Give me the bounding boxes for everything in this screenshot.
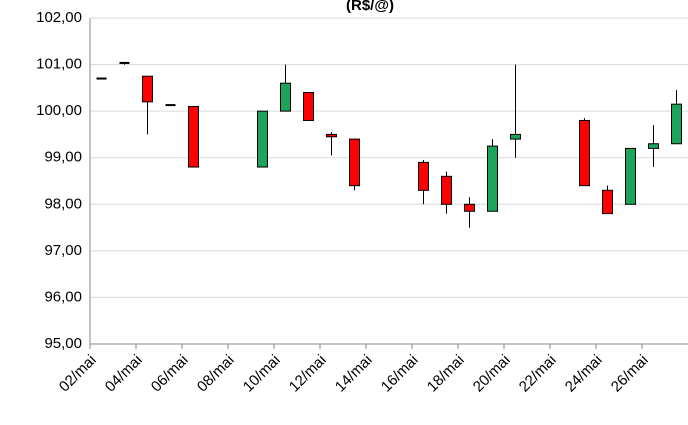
x-tick-label: 20/mai xyxy=(470,352,514,396)
x-tick-label: 08/mai xyxy=(194,352,238,396)
candle-body xyxy=(579,119,590,187)
x-tick-label: 14/mai xyxy=(332,352,376,396)
candle-body xyxy=(257,110,268,168)
candle-body xyxy=(326,133,337,138)
x-tick-label: 16/mai xyxy=(378,352,422,396)
y-tick-label: 100,00 xyxy=(36,102,82,119)
y-tick-label: 97,00 xyxy=(44,242,82,259)
candle-body xyxy=(142,75,153,103)
candle-body xyxy=(418,161,429,191)
candle-body xyxy=(349,138,360,187)
candle-body xyxy=(625,147,636,205)
x-tick-label: 24/mai xyxy=(562,352,606,396)
x-tick-label: 06/mai xyxy=(148,352,192,396)
x-tick-label: 10/mai xyxy=(240,352,284,396)
candle-body xyxy=(303,92,314,121)
x-tick-label: 12/mai xyxy=(286,352,330,396)
y-tick-label: 96,00 xyxy=(44,288,82,305)
x-tick-label: 26/mai xyxy=(608,352,652,396)
candle-body xyxy=(280,82,291,112)
candle-body xyxy=(487,145,498,212)
candle-body xyxy=(671,103,682,145)
y-tick-label: 99,00 xyxy=(44,149,82,166)
candle-body xyxy=(441,175,452,205)
candle-body xyxy=(510,133,521,140)
y-tick-label: 101,00 xyxy=(36,56,82,73)
candle-body xyxy=(464,203,475,212)
y-tick-label: 98,00 xyxy=(44,195,82,212)
x-tick-label: 02/mai xyxy=(56,352,100,396)
y-tick-label: 95,00 xyxy=(44,335,82,352)
candle-body xyxy=(188,105,199,168)
x-tick-label: 04/mai xyxy=(102,352,146,396)
candle-body xyxy=(602,189,613,215)
x-tick-label: 22/mai xyxy=(516,352,560,396)
x-tick-label: 18/mai xyxy=(424,352,468,396)
y-tick-label: 102,00 xyxy=(36,9,82,26)
candle-body xyxy=(648,143,659,149)
chart-title: (R$/@) xyxy=(346,0,394,14)
